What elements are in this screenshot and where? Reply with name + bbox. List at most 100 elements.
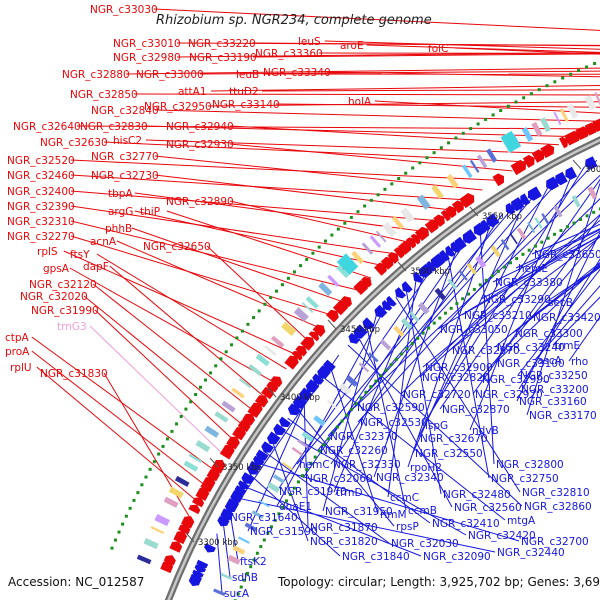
- leader-line: [302, 236, 470, 479]
- gc-tick: [336, 227, 340, 231]
- feature-band: [221, 400, 236, 413]
- reverse-gene: [555, 171, 568, 186]
- leader-line: [222, 521, 231, 578]
- left-gene-label: NGR_c32940: [166, 121, 234, 133]
- right-gene-label: NGR_c32920: [475, 389, 543, 401]
- scale-tick: [327, 319, 337, 330]
- gc-tick: [476, 122, 480, 126]
- leader-line: [252, 53, 600, 58]
- forward-gene: [575, 126, 589, 141]
- gc-tick: [484, 278, 488, 282]
- forward-gene: [405, 237, 417, 249]
- leader-line: [69, 267, 276, 384]
- leader-line: [264, 451, 390, 544]
- leader-line: [322, 315, 377, 512]
- feature-band: [486, 148, 498, 163]
- scale-tick: [469, 206, 479, 217]
- right-gene-label: NGR_c32260: [320, 445, 388, 457]
- leader-line: [517, 268, 600, 376]
- gc-tick: [461, 131, 465, 135]
- feature-band: [214, 411, 229, 423]
- gc-tick: [359, 396, 363, 400]
- feature-band: [539, 117, 551, 133]
- left-gene-label: NGR_c33000: [136, 69, 204, 81]
- forward-gene: [325, 309, 339, 323]
- gc-tick: [209, 371, 213, 375]
- left-gene-label: gpsA: [43, 263, 70, 275]
- gc-tick: [269, 525, 273, 529]
- feature-band: [188, 453, 203, 464]
- leader-line: [31, 336, 217, 472]
- reverse-gene: [266, 431, 281, 445]
- left-gene-label: hisC2: [113, 135, 142, 147]
- left-gene-label: folC: [428, 43, 448, 55]
- forward-gene: [173, 530, 188, 545]
- leader-line: [70, 205, 398, 255]
- left-gene-label: thiP: [140, 206, 160, 218]
- gc-tick: [569, 72, 573, 76]
- forward-gene: [195, 487, 210, 502]
- feature-band: [154, 513, 170, 527]
- leader-line: [324, 40, 600, 50]
- reverse-gene: [305, 379, 320, 393]
- feature-band: [358, 362, 370, 373]
- gc-tick: [553, 80, 557, 84]
- scale-label: 3600 kbp: [585, 165, 600, 175]
- feature-band: [258, 499, 270, 508]
- feature-band: [400, 317, 413, 330]
- feature-band: [204, 425, 220, 438]
- gc-tick: [439, 146, 443, 150]
- reverse-gene: [249, 460, 262, 471]
- gc-tick: [384, 368, 388, 372]
- leader-line: [133, 93, 600, 96]
- gc-tick: [363, 204, 367, 208]
- reverse-gene: [480, 219, 491, 231]
- feature-band: [571, 195, 581, 208]
- gc-tick: [592, 210, 596, 214]
- feature-band: [336, 265, 350, 279]
- gc-tick: [273, 518, 277, 522]
- reverse-gene: [462, 229, 477, 244]
- right-gene-label: NGR_c31950: [325, 506, 393, 518]
- gc-tick: [305, 257, 309, 261]
- leader-line: [92, 283, 255, 412]
- gc-tick: [577, 69, 581, 73]
- leader-line: [154, 155, 483, 191]
- leader-line: [154, 109, 600, 122]
- left-gene-label: NGR_c32980: [113, 52, 181, 64]
- left-gene-label: NGR_c32390: [7, 201, 75, 213]
- forward-gene: [237, 420, 251, 433]
- feature-band: [238, 378, 252, 389]
- leader-line: [419, 213, 600, 378]
- gc-tick: [410, 341, 414, 345]
- leader-line: [333, 270, 427, 493]
- gc-tick: [349, 407, 353, 411]
- gc-tick: [266, 531, 270, 535]
- gc-tick: [311, 251, 315, 255]
- gc-tick: [496, 269, 500, 273]
- right-gene-label: NGR_c31640: [230, 512, 298, 524]
- gc-tick: [397, 177, 401, 181]
- reverse-gene: [511, 197, 525, 212]
- gc-tick: [527, 248, 531, 252]
- left-gene-label: NGR_c32640: [13, 121, 81, 133]
- leader-line: [216, 533, 223, 594]
- gc-tick: [280, 283, 284, 287]
- feature-band: [361, 242, 374, 255]
- scale-tick: [267, 387, 277, 398]
- forward-gene: [181, 516, 195, 529]
- leader-line: [199, 70, 600, 75]
- gc-tick: [236, 592, 240, 596]
- right-gene-label: ccmC: [390, 492, 419, 504]
- left-gene-label: NGR_c32120: [29, 279, 97, 291]
- left-gene-label: NGR_c32400: [7, 186, 75, 198]
- reverse-gene: [381, 299, 393, 311]
- gc-tick: [369, 385, 373, 389]
- reverse-gene: [426, 260, 437, 272]
- gc-tick: [491, 113, 495, 117]
- right-gene-label: NGR_c33300: [515, 328, 583, 340]
- right-gene-label: secB: [548, 297, 573, 309]
- leader-line: [326, 71, 600, 78]
- right-gene-label: rho: [571, 356, 588, 368]
- right-gene-label: NGR_c32820: [422, 372, 490, 384]
